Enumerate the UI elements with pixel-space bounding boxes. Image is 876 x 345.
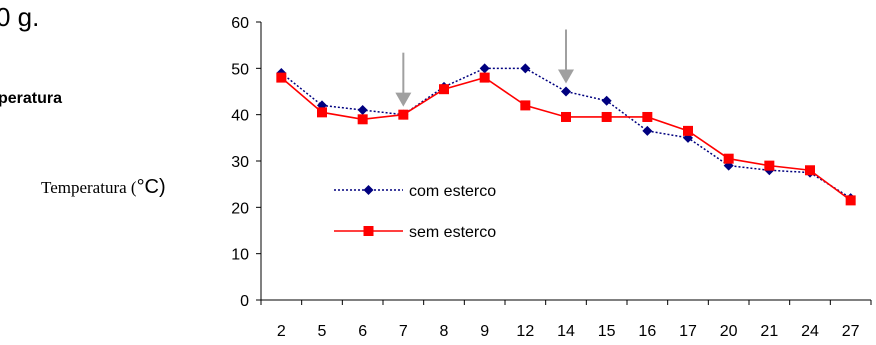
y-axis-label-main: Temperatura ( xyxy=(41,178,137,197)
x-tick-label: 6 xyxy=(358,323,367,340)
data-point-square xyxy=(601,111,612,122)
cropped-heading-fragment: peratura xyxy=(0,90,63,107)
y-tick-label: 20 xyxy=(231,200,249,217)
x-tick-label: 20 xyxy=(720,323,738,340)
event-arrow-head xyxy=(395,92,412,107)
data-point-square xyxy=(317,107,327,118)
legend-label: sem esterco xyxy=(409,224,496,241)
x-tick-label: 12 xyxy=(516,323,534,340)
legend-marker-square xyxy=(363,226,374,236)
y-tick-label: 60 xyxy=(231,15,249,32)
x-tick-label: 7 xyxy=(399,323,408,340)
data-point-square xyxy=(479,72,490,83)
data-point-diamond xyxy=(520,63,531,74)
y-axis-label: Temperatura (°C) xyxy=(41,176,166,199)
data-point-square xyxy=(439,84,449,95)
data-point-square xyxy=(805,165,815,176)
legend-label: com esterco xyxy=(409,183,496,200)
data-point-square xyxy=(398,109,409,120)
data-point-diamond xyxy=(357,105,368,116)
data-point-square xyxy=(642,111,653,122)
data-point-square xyxy=(764,160,775,171)
x-tick-label: 17 xyxy=(679,323,697,340)
data-point-square xyxy=(561,111,571,122)
y-tick-label: 40 xyxy=(231,108,249,125)
data-point-square xyxy=(845,195,856,206)
x-tick-label: 14 xyxy=(557,323,575,340)
x-tick-label: 9 xyxy=(480,323,489,340)
y-axis-label-unit: °C) xyxy=(136,176,166,198)
x-tick-label: 2 xyxy=(277,323,286,340)
x-tick-label: 5 xyxy=(318,323,327,340)
data-point-diamond xyxy=(479,63,490,74)
data-point-diamond xyxy=(561,86,571,97)
data-point-square xyxy=(357,114,368,125)
data-point-diamond xyxy=(642,125,653,136)
data-point-square xyxy=(520,100,531,111)
x-tick-label: 15 xyxy=(598,323,616,340)
data-point-diamond xyxy=(601,95,612,106)
y-tick-label: 0 xyxy=(240,293,249,310)
x-tick-label: 16 xyxy=(638,323,656,340)
event-arrow-head xyxy=(558,69,574,84)
series-line xyxy=(280,67,852,199)
y-tick-label: 10 xyxy=(231,247,249,264)
y-tick-label: 50 xyxy=(231,61,249,78)
x-tick-label: 8 xyxy=(440,323,449,340)
data-point-square xyxy=(683,125,693,136)
legend-marker-diamond xyxy=(363,185,374,195)
cropped-text-fragment: 0 g. xyxy=(0,2,40,32)
x-tick-label: 27 xyxy=(842,323,860,340)
y-tick-label: 30 xyxy=(231,154,249,171)
x-tick-label: 24 xyxy=(801,323,819,340)
data-point-square xyxy=(276,72,287,83)
data-point-square xyxy=(723,153,734,164)
x-tick-label: 21 xyxy=(760,323,778,340)
